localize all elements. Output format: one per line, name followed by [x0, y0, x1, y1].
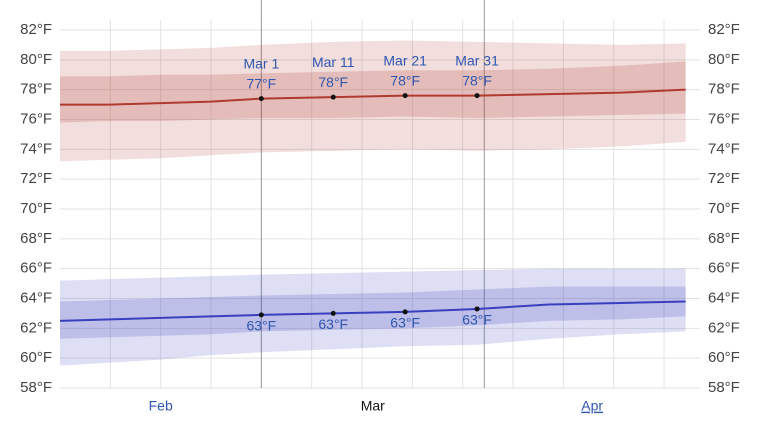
value-label: 63°F [246, 318, 276, 334]
value-label: 63°F [318, 316, 348, 332]
month-label: Mar [361, 398, 385, 414]
y-tick-label: 82°F [20, 21, 52, 38]
y-tick-label: 80°F [20, 51, 52, 68]
point [402, 93, 408, 99]
point [402, 309, 408, 315]
value-label: 78°F [390, 72, 420, 88]
y2-tick-label: 80°F [708, 51, 740, 68]
date-label: Mar 11 [312, 54, 355, 70]
y-tick-label: 68°F [20, 230, 52, 247]
point [330, 94, 336, 100]
point [474, 306, 480, 312]
y-tick-label: 72°F [20, 170, 52, 187]
y-tick-label: 76°F [20, 110, 52, 127]
y-tick-label: 74°F [20, 140, 52, 157]
point [258, 96, 264, 102]
date-label: Mar 1 [243, 55, 279, 71]
y2-tick-label: 76°F [708, 110, 740, 127]
value-label: 77°F [246, 75, 276, 91]
y-tick-label: 64°F [20, 289, 52, 306]
y2-tick-label: 68°F [708, 230, 740, 247]
y2-tick-label: 72°F [708, 170, 740, 187]
month-label: Apr [581, 398, 603, 414]
y2-tick-label: 60°F [708, 349, 740, 366]
y-tick-label: 78°F [20, 81, 52, 98]
y-tick-label: 66°F [20, 260, 52, 277]
point [258, 312, 264, 318]
y2-tick-label: 58°F [708, 379, 740, 396]
y-tick-label: 60°F [20, 349, 52, 366]
value-label: 78°F [318, 74, 348, 90]
y2-tick-label: 82°F [708, 21, 740, 38]
y2-tick-label: 62°F [708, 319, 740, 336]
value-label: 78°F [462, 72, 492, 88]
y-tick-label: 58°F [20, 379, 52, 396]
point [474, 93, 480, 99]
y2-tick-label: 64°F [708, 289, 740, 306]
y2-tick-label: 78°F [708, 81, 740, 98]
y-tick-label: 62°F [20, 319, 52, 336]
y2-tick-label: 66°F [708, 260, 740, 277]
y2-tick-label: 74°F [708, 140, 740, 157]
point [330, 310, 336, 316]
date-label: Mar 31 [455, 52, 499, 68]
value-label: 63°F [390, 315, 420, 331]
y-tick-label: 70°F [20, 200, 52, 217]
band-outer [60, 40, 686, 162]
y2-tick-label: 70°F [708, 200, 740, 217]
band-outer [60, 268, 686, 366]
month-label: Feb [149, 398, 173, 414]
value-label: 63°F [462, 312, 492, 328]
date-label: Mar 21 [383, 52, 427, 68]
band-inner [60, 61, 686, 123]
